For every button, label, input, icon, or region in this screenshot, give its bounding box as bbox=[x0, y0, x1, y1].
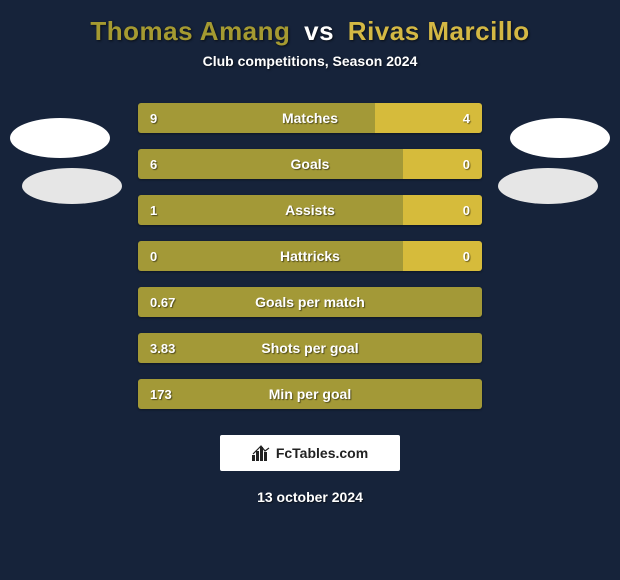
player1-avatar-head bbox=[10, 118, 110, 158]
stat-right-value: 0 bbox=[403, 241, 482, 271]
stat-row: 94Matches bbox=[138, 103, 482, 133]
vs-text: vs bbox=[304, 16, 334, 46]
stat-left-value: 6 bbox=[138, 149, 403, 179]
chart-icon bbox=[252, 445, 270, 461]
stat-row: 10Assists bbox=[138, 195, 482, 225]
stat-right-value: 0 bbox=[403, 195, 482, 225]
stat-left-value: 9 bbox=[138, 103, 375, 133]
player1-name: Thomas Amang bbox=[90, 16, 290, 46]
stat-right-value: 4 bbox=[375, 103, 482, 133]
date-text: 13 october 2024 bbox=[0, 489, 620, 505]
page-title: Thomas Amang vs Rivas Marcillo bbox=[0, 0, 620, 53]
subtitle: Club competitions, Season 2024 bbox=[0, 53, 620, 69]
stat-left-value: 173 bbox=[138, 379, 482, 409]
attribution-text: FcTables.com bbox=[276, 445, 368, 461]
stat-row: 60Goals bbox=[138, 149, 482, 179]
stats-bars: 94Matches 60Goals 10Assists 00Hattricks 0.67… bbox=[138, 103, 482, 409]
stat-right-value: 0 bbox=[403, 149, 482, 179]
stat-left-value: 0.67 bbox=[138, 287, 482, 317]
stat-row: 00Hattricks bbox=[138, 241, 482, 271]
stat-row: 173Min per goal bbox=[138, 379, 482, 409]
stat-left-value: 0 bbox=[138, 241, 403, 271]
stat-row: 3.83Shots per goal bbox=[138, 333, 482, 363]
stat-left-value: 1 bbox=[138, 195, 403, 225]
attribution-badge: FcTables.com bbox=[220, 435, 400, 471]
player2-name: Rivas Marcillo bbox=[348, 16, 530, 46]
player2-avatar-head bbox=[510, 118, 610, 158]
player1-avatar-body bbox=[22, 168, 122, 204]
player2-avatar-body bbox=[498, 168, 598, 204]
stat-row: 0.67Goals per match bbox=[138, 287, 482, 317]
stat-left-value: 3.83 bbox=[138, 333, 482, 363]
